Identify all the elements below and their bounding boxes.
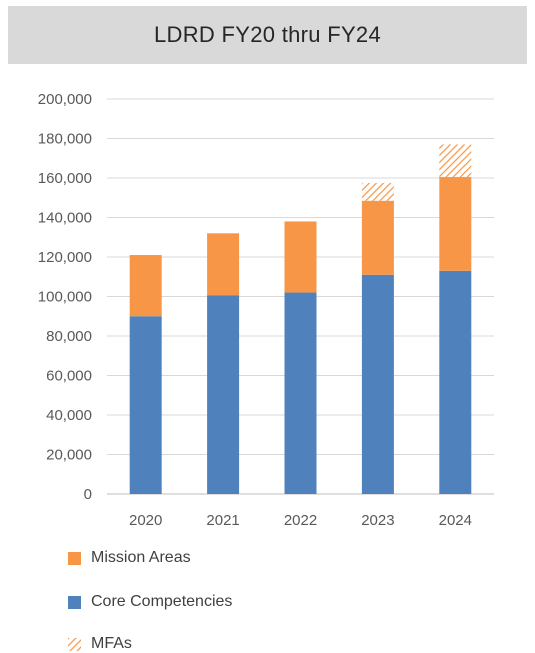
y-tick-label: 80,000 <box>46 328 92 345</box>
bar-core-competencies-2021 <box>207 295 240 494</box>
bar-chart: 0 20,000 40,000 60,000 80,000 100,000 120,000 1… <box>38 91 494 529</box>
legend-swatch-mfas <box>68 637 81 651</box>
y-tick-label: 60,000 <box>46 368 92 385</box>
legend-item-core-competencies: Core Competencies <box>68 593 232 611</box>
x-tick-label: 2021 <box>206 512 239 529</box>
y-tick-label: 100,000 <box>38 289 92 306</box>
legend-swatch-core-competencies <box>68 595 81 609</box>
legend-label-mfas: MFAs <box>91 635 132 652</box>
y-tick-label: 140,000 <box>38 210 92 227</box>
bar-mission-areas-2020 <box>129 255 162 317</box>
y-tick-label: 120,000 <box>38 249 92 266</box>
y-tick-label: 20,000 <box>46 447 92 464</box>
y-tick-label: 200,000 <box>38 91 92 108</box>
bar-mfas-2024 <box>439 144 472 178</box>
bar-mission-areas-2024 <box>439 177 472 271</box>
y-tick-label: 0 <box>84 486 92 503</box>
legend-item-mission-areas: Mission Areas <box>68 549 191 567</box>
bar-core-competencies-2022 <box>284 292 317 494</box>
bar-core-competencies-2023 <box>361 274 394 494</box>
legend-label-mission-areas: Mission Areas <box>91 549 191 566</box>
legend-swatch-mission-areas <box>68 551 81 565</box>
x-tick-label: 2020 <box>129 512 162 529</box>
bar-core-competencies-2020 <box>129 316 162 494</box>
y-tick-label: 180,000 <box>38 131 92 148</box>
x-tick-label: 2023 <box>361 512 394 529</box>
bar-mission-areas-2021 <box>207 233 240 296</box>
chart-title-bar: LDRD FY20 thru FY24 <box>8 6 527 64</box>
legend-label-core-competencies: Core Competencies <box>91 593 233 610</box>
x-tick-label: 2022 <box>284 512 317 529</box>
y-tick-label: 160,000 <box>38 170 92 187</box>
chart-title: LDRD FY20 thru FY24 <box>153 22 381 47</box>
bar-mfas-2023 <box>361 182 394 201</box>
bar-core-competencies-2024 <box>439 270 472 494</box>
bar-mission-areas-2023 <box>361 200 394 275</box>
legend-item-mfas: MFAs <box>68 635 132 653</box>
y-tick-label: 40,000 <box>46 407 92 424</box>
x-tick-label: 2024 <box>439 512 472 529</box>
bar-mission-areas-2022 <box>284 221 317 293</box>
